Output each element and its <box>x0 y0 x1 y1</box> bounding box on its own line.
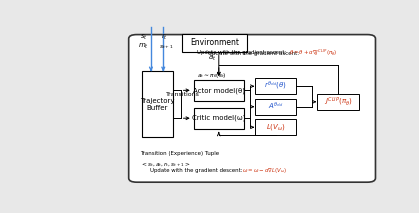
Bar <box>317 94 359 110</box>
Text: $<s_t, a_t, r_t, s_{t+1}>$: $<s_t, a_t, r_t, s_{t+1}>$ <box>140 161 191 169</box>
Text: Environment: Environment <box>190 38 239 47</box>
Text: $L(V_{\omega})$: $L(V_{\omega})$ <box>266 122 286 132</box>
Bar <box>142 72 173 137</box>
Text: $s_t$: $s_t$ <box>140 32 147 42</box>
Text: $m_t$: $m_t$ <box>138 42 149 52</box>
Bar <box>194 80 244 101</box>
Text: $a_t$: $a_t$ <box>208 54 217 63</box>
Text: $s_{t+1}$: $s_{t+1}$ <box>159 43 174 51</box>
Text: $r_t$: $r_t$ <box>161 32 168 42</box>
Text: $r^{\theta_{old}}(\theta)$: $r^{\theta_{old}}(\theta)$ <box>264 80 287 92</box>
Text: Update with the gradient ascent:: Update with the gradient ascent: <box>197 50 286 55</box>
Bar <box>194 108 244 129</box>
Text: $J^{CLIP}(\pi_{\theta})$: $J^{CLIP}(\pi_{\theta})$ <box>324 96 352 108</box>
Text: $\omega = \omega - \alpha\nabla L(V_\omega)$: $\omega = \omega - \alpha\nabla L(V_\ome… <box>242 166 287 175</box>
Bar <box>255 119 296 135</box>
Text: Update with the gradient ascent:: Update with the gradient ascent: <box>208 51 299 56</box>
Text: Transitions: Transitions <box>166 92 200 97</box>
Text: Critic model(ω): Critic model(ω) <box>192 115 246 121</box>
Text: Actor model(θ): Actor model(θ) <box>193 87 245 94</box>
Text: $A^{\theta_{old}}$: $A^{\theta_{old}}$ <box>268 101 284 112</box>
FancyBboxPatch shape <box>129 35 375 182</box>
Text: $\theta = \theta + \alpha\nabla J^{CLIP}(\pi_\theta)$: $\theta = \theta + \alpha\nabla J^{CLIP}… <box>290 47 338 58</box>
Text: Transition (Experience) Tuple: Transition (Experience) Tuple <box>140 151 219 156</box>
Text: $a_t\sim\pi_\theta(s_t)$: $a_t\sim\pi_\theta(s_t)$ <box>197 71 227 80</box>
Bar <box>255 99 296 115</box>
Text: Trajectory
Buffer: Trajectory Buffer <box>140 98 174 111</box>
Bar <box>182 34 247 52</box>
Text: Update with the gradient descent:: Update with the gradient descent: <box>150 168 242 173</box>
Bar <box>255 78 296 94</box>
